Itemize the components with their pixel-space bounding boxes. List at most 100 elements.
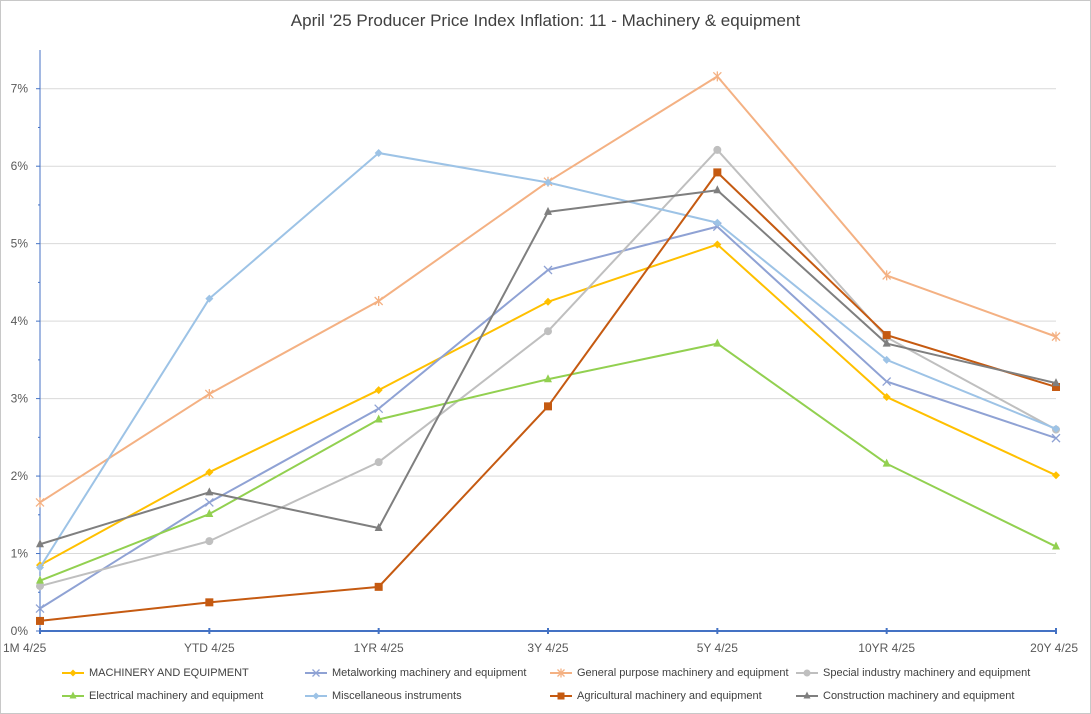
legend-label: MACHINERY AND EQUIPMENT <box>89 667 249 679</box>
y-tick-label: 0% <box>11 624 29 638</box>
legend-swatch <box>550 668 572 678</box>
data-point <box>882 331 891 340</box>
y-tick-label: 1% <box>11 547 29 561</box>
legend-item: Electrical machinery and equipment <box>62 686 263 706</box>
data-point <box>36 539 44 548</box>
x-tick-label: 5Y 4/25 <box>697 641 738 655</box>
data-point <box>36 582 44 591</box>
data-point <box>374 295 384 306</box>
chart-legend: MACHINERY AND EQUIPMENT Metalworking mach… <box>0 662 1091 710</box>
data-point <box>1051 331 1061 342</box>
data-point <box>374 386 383 395</box>
legend-item: Agricultural machinery and equipment <box>550 686 762 706</box>
series-line <box>39 152 1057 569</box>
data-point <box>205 487 214 496</box>
data-point <box>713 168 722 177</box>
legend-item: Special industry machinery and equipment <box>796 663 1030 683</box>
data-point <box>374 149 383 158</box>
data-point <box>544 206 552 215</box>
data-point <box>882 393 891 402</box>
data-point <box>1052 424 1060 433</box>
legend-item: General purpose machinery and equipment <box>550 663 789 683</box>
legend-item: Construction machinery and equipment <box>796 686 1014 706</box>
data-point <box>205 468 214 477</box>
legend-swatch <box>796 691 818 699</box>
series-4 <box>36 338 1060 584</box>
data-point <box>544 374 552 383</box>
data-point <box>374 414 383 423</box>
series-line <box>39 225 1057 610</box>
y-tick-label: 6% <box>11 159 29 173</box>
legend-label: Electrical machinery and equipment <box>89 690 264 702</box>
data-point <box>1052 378 1060 387</box>
series-1 <box>35 222 1061 613</box>
y-tick-label: 2% <box>11 469 29 483</box>
line-chart-plot: 0% 1% 2% 3% 4% 5% 6% 7% 1M 4/25 YTD 4/25 1YR 4/25… <box>3 50 1078 655</box>
data-point <box>544 178 552 187</box>
y-tick-label: 7% <box>11 82 29 96</box>
x-tick-label: YTD 4/25 <box>184 641 235 655</box>
series-line <box>39 75 1057 504</box>
data-point <box>882 377 892 387</box>
y-tick-label: 3% <box>11 392 29 406</box>
legend-item: MACHINERY AND EQUIPMENT <box>62 663 249 683</box>
data-point <box>544 402 552 411</box>
legend-swatch <box>62 691 84 699</box>
data-point <box>543 265 553 275</box>
legend-label: Special industry machinery and equipment <box>823 667 1031 679</box>
gridlines <box>40 88 1056 555</box>
x-tick-label: 20Y 4/25 <box>1030 641 1078 655</box>
data-point <box>36 563 44 572</box>
data-point <box>713 185 722 194</box>
series-0 <box>36 240 1060 570</box>
data-point <box>35 604 45 613</box>
legend-label: Agricultural machinery and equipment <box>577 690 762 702</box>
series-6 <box>36 168 1060 625</box>
data-point <box>205 537 214 546</box>
data-point <box>882 458 891 467</box>
data-point <box>544 297 552 306</box>
legend-label: Metalworking machinery and equipment <box>332 667 527 679</box>
data-point <box>374 458 383 467</box>
x-tick-label: 1YR 4/25 <box>354 641 404 655</box>
legend-label: Miscellaneous instruments <box>332 690 462 702</box>
data-point <box>544 327 552 336</box>
data-point <box>374 582 383 591</box>
y-axis-tick-labels: 0% 1% 2% 3% 4% 5% 6% 7% <box>11 82 29 638</box>
series-7 <box>36 185 1060 548</box>
data-point <box>1051 433 1061 443</box>
legend-swatch <box>796 669 818 677</box>
legend-label: Construction machinery and equipment <box>823 690 1015 702</box>
chart-title: April '25 Producer Price Index Inflation… <box>290 11 801 30</box>
data-point <box>205 509 214 518</box>
x-tick-label: 1M 4/25 <box>3 641 47 655</box>
data-point <box>882 270 892 281</box>
data-point <box>882 355 891 364</box>
data-point <box>36 616 44 625</box>
data-point <box>713 240 722 249</box>
series-5 <box>36 149 1060 572</box>
legend-item: Miscellaneous instruments <box>305 686 462 706</box>
data-point <box>374 404 384 414</box>
y-tick-label: 5% <box>11 237 29 251</box>
data-point <box>1052 541 1060 550</box>
series-lines <box>35 71 1061 625</box>
legend-swatch <box>550 692 572 700</box>
data-point <box>1052 382 1060 391</box>
data-point <box>204 497 214 507</box>
legend-swatch <box>305 692 327 700</box>
data-point <box>1052 471 1060 480</box>
data-point <box>712 71 722 82</box>
data-point <box>713 218 722 227</box>
data-point <box>204 388 214 399</box>
x-tick-label: 3Y 4/25 <box>527 641 568 655</box>
series-2 <box>35 71 1061 508</box>
y-tick-label: 4% <box>11 314 29 328</box>
data-point <box>205 294 214 303</box>
data-point <box>713 338 722 347</box>
legend-swatch <box>305 669 327 677</box>
data-point <box>35 497 45 508</box>
data-point <box>36 575 44 584</box>
x-tick-label: 10YR 4/25 <box>858 641 915 655</box>
data-point <box>882 338 891 347</box>
